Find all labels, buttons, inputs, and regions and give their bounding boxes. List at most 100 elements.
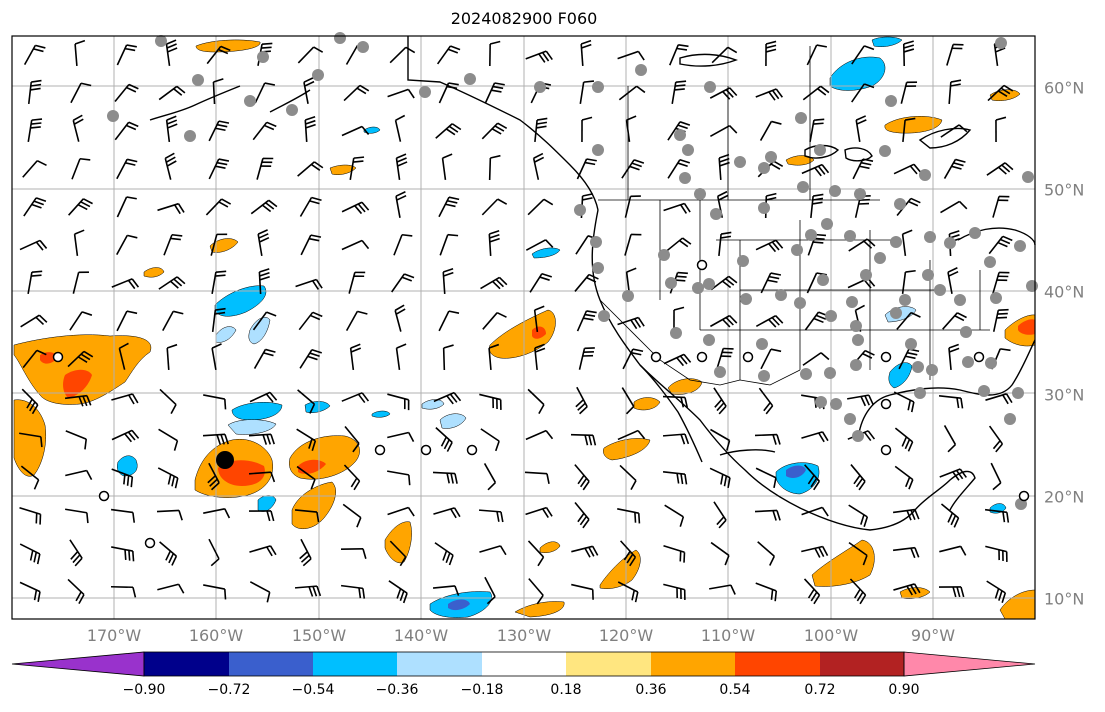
station-marker-filled — [829, 185, 841, 197]
wind-barb — [529, 272, 553, 293]
wind-barb — [947, 267, 959, 294]
wind-barb — [387, 393, 410, 411]
wind-barb — [801, 431, 829, 443]
colorbar-tick-label: −0.90 — [122, 682, 166, 698]
wind-barb — [992, 308, 1009, 332]
wind-barb — [19, 543, 41, 565]
wind-barb — [488, 154, 501, 181]
colorbar-bin — [820, 652, 904, 676]
wind-barb — [67, 350, 94, 368]
wind-barb — [205, 198, 232, 216]
wind-barb — [709, 584, 736, 595]
wind-barb — [755, 467, 777, 489]
station-marker-filled — [830, 398, 842, 410]
wind-barb — [299, 348, 323, 369]
wind-barb — [528, 578, 544, 605]
wind-barb — [441, 153, 453, 181]
wind-barb — [165, 39, 178, 67]
wind-barb — [20, 314, 48, 328]
wind-barb — [163, 233, 183, 256]
wind-barb — [395, 343, 407, 371]
wind-barb — [345, 310, 368, 331]
wind-barb — [110, 508, 136, 523]
negative-anomaly-region — [227, 419, 277, 435]
station-marker-filled — [758, 162, 770, 174]
wind-barb — [203, 394, 227, 410]
wind-barb — [211, 343, 222, 370]
wind-barb — [892, 546, 920, 559]
station-marker-filled — [737, 255, 749, 267]
positive-anomaly-region — [514, 601, 565, 618]
negative-anomaly-region — [117, 455, 138, 477]
wind-barb — [988, 425, 1004, 453]
station-marker-filled — [464, 73, 476, 85]
wind-barb — [848, 238, 876, 252]
station-marker-filled — [758, 202, 770, 214]
wind-barb — [394, 304, 406, 332]
wind-barb — [570, 433, 597, 446]
wind-barb — [489, 40, 501, 67]
wind-barb — [765, 40, 777, 67]
wind-barb — [715, 347, 734, 370]
station-marker-filled — [800, 368, 812, 380]
station-marker-filled — [874, 252, 886, 264]
station-marker-filled — [969, 227, 981, 239]
wind-barb — [159, 388, 177, 415]
wind-barb — [525, 506, 553, 518]
wind-barb — [297, 46, 324, 64]
station-marker-filled — [703, 334, 715, 346]
colorbar-outline — [143, 651, 905, 677]
wind-barb — [574, 273, 599, 292]
lon-tick-label: 150°W — [291, 626, 347, 645]
wind-barb — [618, 85, 646, 101]
wind-barb — [23, 44, 46, 65]
wind-barb — [211, 270, 227, 294]
wind-barb — [295, 278, 323, 290]
station-marker-filled — [794, 297, 806, 309]
wind-barb — [19, 239, 48, 251]
wind-barb — [69, 311, 93, 331]
positive-anomaly-region — [599, 549, 641, 589]
wind-barb — [479, 545, 507, 556]
station-marker-filled — [714, 366, 726, 378]
positive-anomaly-region — [884, 116, 943, 134]
station-marker-filled — [658, 249, 670, 261]
wind-barb — [249, 545, 277, 557]
wind-barb — [433, 391, 462, 405]
wind-barb — [27, 118, 43, 142]
wind-barb — [19, 432, 43, 448]
wind-barb — [662, 395, 689, 408]
wind-barb — [617, 50, 645, 61]
wind-barb — [801, 163, 830, 177]
wind-barb — [580, 39, 592, 67]
wind-barb — [211, 307, 226, 333]
station-marker-filled — [674, 129, 686, 141]
wind-barb — [663, 544, 686, 563]
colorbar-bin — [482, 652, 566, 676]
wind-barb — [118, 342, 129, 370]
station-marker-filled — [924, 231, 936, 243]
wind-barb — [65, 430, 88, 450]
wind-barb — [713, 501, 727, 529]
wind-barb — [534, 343, 546, 371]
wind-barb — [348, 271, 366, 294]
positive-anomaly-region — [785, 155, 815, 166]
colorbar-bin — [735, 652, 820, 676]
wind-barb — [948, 79, 962, 105]
colorbar-bin — [651, 652, 735, 676]
station-marker-filled — [635, 64, 647, 76]
wind-barb — [207, 462, 220, 491]
station-marker-filled — [795, 112, 807, 124]
wind-barb — [851, 83, 875, 103]
wind-barb — [760, 272, 782, 294]
wind-barb — [527, 388, 545, 415]
highlighted-station-marker — [216, 451, 234, 469]
wind-barb — [343, 84, 370, 102]
wind-barb — [303, 77, 315, 104]
station-marker-filled — [184, 130, 196, 142]
wind-barb — [718, 231, 732, 257]
wind-barb — [532, 152, 545, 180]
wind-barb — [940, 124, 968, 138]
wind-barb — [755, 315, 784, 328]
wind-barb — [387, 431, 415, 443]
